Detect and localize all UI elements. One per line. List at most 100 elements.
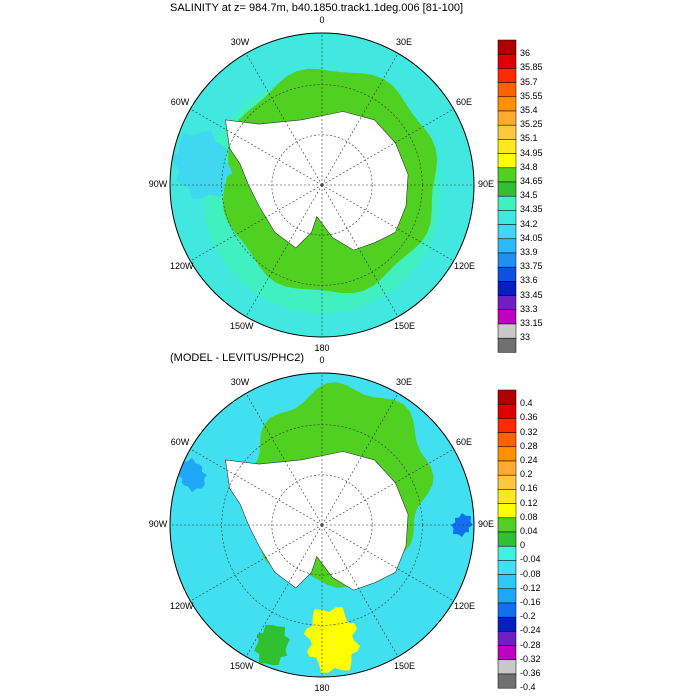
antarctica-landmass xyxy=(225,111,409,251)
lon-label: 90W xyxy=(148,519,168,529)
colorbar-label: 34.8 xyxy=(520,161,538,172)
colorbar-0 xyxy=(497,39,517,353)
colorbar-swatch xyxy=(497,588,517,604)
colorbar-swatch xyxy=(497,389,517,405)
colorbar-swatch xyxy=(497,474,517,490)
lon-label: 180 xyxy=(314,343,330,353)
lon-label: 90E xyxy=(477,519,494,529)
colorbar-label: 36 xyxy=(520,48,531,59)
colorbar-swatch xyxy=(497,337,517,353)
colorbar-swatch xyxy=(497,295,517,311)
colorbar-label: 0.2 xyxy=(520,469,533,480)
lon-label: 60E xyxy=(456,97,473,107)
colorbar-swatch xyxy=(497,560,517,575)
colorbar-label: 33.45 xyxy=(520,289,543,300)
map-title-salinity: SALINITY at z= 984.7m, b40.1850.track1.1… xyxy=(170,2,464,14)
colorbar-swatch xyxy=(497,210,517,225)
colorbar-label: -0.36 xyxy=(520,668,541,678)
lon-label: 30E xyxy=(395,36,412,47)
colorbar-swatch xyxy=(497,545,517,561)
colorbar-swatch xyxy=(497,167,517,183)
colorbar-label: -0.24 xyxy=(520,625,541,636)
lon-label: 30E xyxy=(395,376,412,387)
antarctica-landmass xyxy=(225,451,409,591)
lon-label: 150W xyxy=(230,321,254,332)
colorbar-swatch xyxy=(497,252,517,268)
lon-label: 180 xyxy=(314,683,330,693)
lon-label: 90W xyxy=(148,179,168,189)
colorbar-swatch xyxy=(497,82,517,98)
colorbar-1 xyxy=(497,389,517,689)
colorbar-label: 34.5 xyxy=(520,190,538,201)
lon-label: 0 xyxy=(319,355,325,365)
colorbar-label: 0.24 xyxy=(520,455,538,465)
colorbar-label: -0.04 xyxy=(520,554,541,565)
colorbar-label: 33.3 xyxy=(520,303,538,314)
colorbar-label: 0.12 xyxy=(520,497,538,508)
lon-label: 120W xyxy=(169,601,194,611)
lon-label: 150W xyxy=(230,661,254,672)
colorbar-label: 33.15 xyxy=(520,318,543,328)
lon-label: 90E xyxy=(477,179,494,189)
map-border xyxy=(169,32,475,338)
colorbar-swatch xyxy=(497,96,517,112)
colorbar-swatch xyxy=(497,616,517,632)
map-title-difference: (MODEL - LEVITUS/PHC2) xyxy=(170,352,305,364)
colorbar-label: 0.32 xyxy=(520,426,538,437)
colorbar-swatch xyxy=(497,68,517,83)
colorbar-swatch xyxy=(497,602,517,618)
colorbar-swatch xyxy=(497,645,517,661)
polar-map-1 xyxy=(169,372,475,678)
colorbar-swatch xyxy=(497,195,517,211)
colorbar-swatch xyxy=(497,323,517,339)
colorbar-label: 0.28 xyxy=(520,440,538,451)
colorbar-label: 33.6 xyxy=(520,275,538,286)
colorbar-swatch xyxy=(497,224,517,240)
colorbar-label: -0.12 xyxy=(520,582,541,593)
colorbar-swatch xyxy=(497,503,517,519)
colorbar-label: 34.95 xyxy=(520,147,543,158)
colorbar-swatch xyxy=(497,574,517,590)
colorbar-label: -0.16 xyxy=(520,597,541,607)
lon-label: 30W xyxy=(230,376,250,387)
colorbar-label: 35.55 xyxy=(520,90,543,101)
colorbar-swatch xyxy=(497,309,517,325)
colorbar-label: 34.65 xyxy=(520,176,543,186)
lon-label: 150E xyxy=(394,661,416,672)
colorbar-label: 35.4 xyxy=(520,105,538,115)
colorbar-swatch xyxy=(497,446,517,462)
lon-label: 60W xyxy=(170,97,190,107)
colorbar-label: 0.16 xyxy=(520,483,538,494)
colorbar-swatch xyxy=(497,432,517,448)
lon-label: 30W xyxy=(230,36,250,47)
colorbar-label: 34.2 xyxy=(520,218,538,229)
colorbar-swatch xyxy=(497,489,517,504)
colorbar-label: -0.2 xyxy=(520,611,536,622)
colorbar-swatch xyxy=(497,460,517,476)
colorbar-swatch xyxy=(497,238,517,254)
colorbar-label: 35.7 xyxy=(520,76,538,87)
map-border xyxy=(169,372,475,678)
colorbar-swatch xyxy=(497,124,517,140)
colorbar-swatch xyxy=(497,266,517,282)
colorbar-label: 35.1 xyxy=(520,133,538,144)
colorbar-label: 0.04 xyxy=(520,526,538,536)
colorbar-label: 35.85 xyxy=(520,62,543,73)
colorbar-swatch xyxy=(497,153,517,169)
colorbar-label: 0.36 xyxy=(520,412,538,423)
colorbar-swatch xyxy=(497,517,517,533)
colorbar-swatch xyxy=(497,403,517,419)
lon-label: 60W xyxy=(170,437,190,447)
lon-label: 0 xyxy=(319,15,325,25)
colorbar-swatch xyxy=(497,673,517,689)
colorbar-label: 33.9 xyxy=(520,247,538,257)
colorbar-swatch xyxy=(497,659,517,675)
colorbar-label: 35.25 xyxy=(520,119,543,130)
colorbar-swatch xyxy=(497,110,517,126)
lon-label: 120E xyxy=(454,601,476,611)
lon-label: 120E xyxy=(454,261,476,271)
colorbar-swatch xyxy=(497,531,517,547)
colorbar-label: 34.05 xyxy=(520,232,543,243)
colorbar-swatch xyxy=(497,631,517,646)
